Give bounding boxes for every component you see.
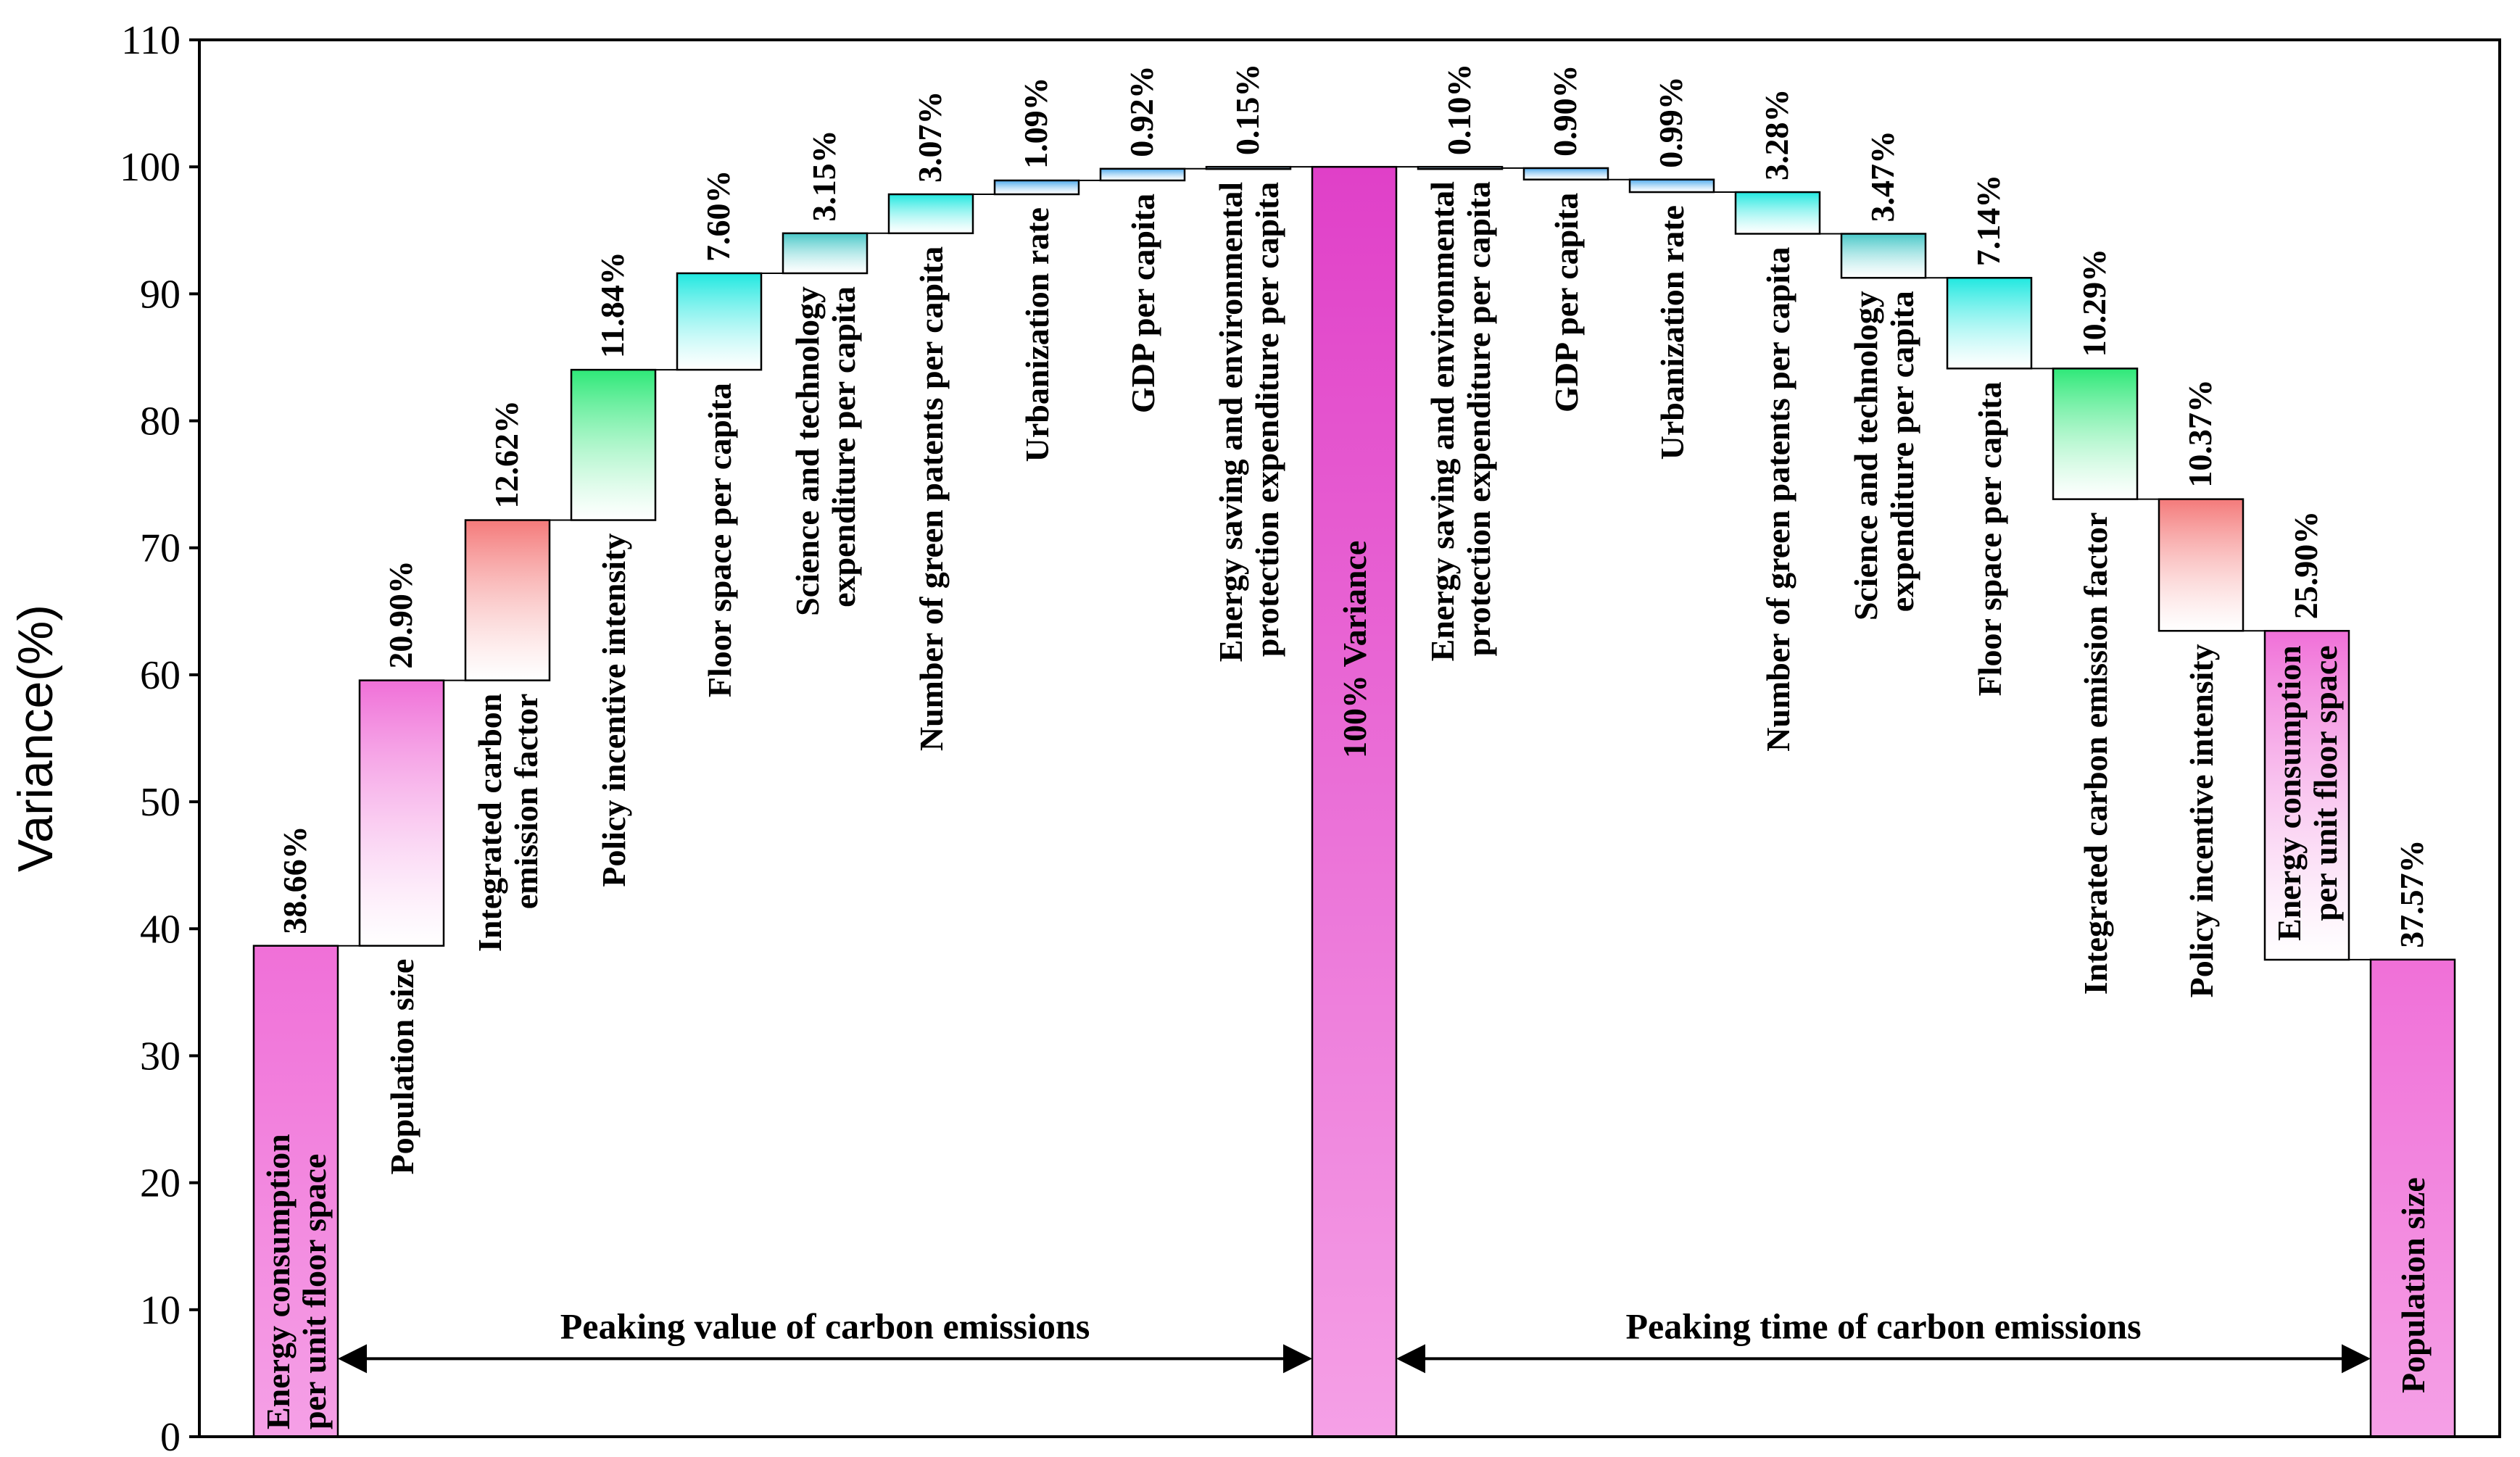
y-tick-label: 10 (140, 1288, 181, 1333)
value-label: 37.57% (2393, 839, 2430, 948)
category-label: 100% Variance (1336, 541, 1373, 758)
value-label: 3.28% (1758, 89, 1795, 181)
y-tick-label: 40 (140, 907, 181, 952)
category-label: Population size (2395, 1177, 2432, 1393)
category-label: Energy saving and environmental (1424, 181, 1461, 661)
y-tick-label: 70 (140, 526, 181, 571)
y-tick-label: 0 (160, 1415, 181, 1457)
bar (1205, 165, 1292, 170)
axes: 0 10 20 30 40 50 60 70 80 90 100 110 (120, 18, 2501, 1457)
value-label: 25.90% (2287, 511, 2324, 620)
value-label: 7.60% (700, 170, 737, 262)
value-label: 0.92% (1123, 65, 1160, 157)
bar (1628, 178, 1715, 194)
y-tick-label: 30 (140, 1034, 181, 1079)
plot-area: 38.66%Energy consumption per unit floor s… (252, 64, 2456, 1438)
value-label: 3.15% (805, 130, 842, 222)
bar (1946, 277, 2033, 370)
bar (1099, 167, 1186, 182)
bar (1417, 165, 1504, 170)
category-label: expenditure per capita (1883, 291, 1920, 612)
bar (1734, 191, 1821, 235)
value-label: 0.99% (1652, 76, 1689, 168)
category-label: Science and technology (789, 286, 826, 616)
category-label: per unit floor space (2307, 645, 2344, 921)
bar (887, 193, 974, 235)
category-label: Floor space per capita (701, 383, 738, 697)
y-tick-label: 50 (140, 780, 181, 825)
category-label: Policy incentive intensity (2183, 644, 2220, 997)
category-label: Number of green patents per capita (913, 246, 950, 751)
bar (676, 272, 763, 371)
value-label: 0.10% (1441, 64, 1477, 156)
bar (1311, 165, 1398, 1438)
category-label: Energy saving and environmental (1212, 182, 1249, 662)
section-label: Peaking time of carbon emissions (1625, 1306, 2141, 1346)
section-label: Peaking value of carbon emissions (560, 1306, 1090, 1346)
value-label: 3.47% (1864, 130, 1901, 223)
category-label: Floor space per capita (1971, 381, 2008, 696)
bar (993, 179, 1080, 196)
bar (570, 368, 657, 521)
category-label: protection expenditure per capita (1460, 181, 1497, 656)
value-label: 38.66% (276, 826, 313, 934)
value-label: 7.14% (1970, 175, 2007, 267)
bar (2052, 368, 2139, 500)
bar (782, 232, 869, 275)
category-label: Integrated carbon emission factor (2077, 512, 2114, 995)
y-axis-label: Variance(%) (8, 605, 63, 872)
value-label: 0.90% (1546, 65, 1583, 157)
bar (252, 945, 339, 1438)
bar (358, 679, 445, 947)
value-label: 3.07% (911, 91, 948, 183)
bar (1522, 167, 1609, 180)
category-label: Population size (384, 959, 420, 1175)
bar (464, 519, 551, 681)
category-label: Policy incentive intensity (595, 534, 632, 887)
category-label: Urbanization rate (1654, 205, 1691, 460)
bar (2369, 958, 2456, 1438)
category-label: GDP per capita (1124, 194, 1161, 413)
category-label: expenditure per capita (825, 286, 862, 607)
category-label: emission factor (507, 694, 544, 910)
category-label: Energy consumption (260, 1134, 297, 1429)
value-label: 0.15% (1229, 64, 1266, 156)
y-tick-label: 60 (140, 653, 181, 698)
value-label: 20.90% (382, 560, 419, 669)
category-label: protection expenditure per capita (1248, 182, 1285, 657)
value-label: 12.62% (488, 400, 525, 509)
category-label: Urbanization rate (1019, 207, 1056, 462)
y-tick-label: 80 (140, 399, 181, 444)
category-label: per unit floor space (296, 1154, 333, 1429)
value-label: 1.09% (1017, 77, 1054, 169)
plot-frame (198, 38, 2501, 1438)
category-label: Science and technology (1847, 291, 1884, 620)
bar (2263, 630, 2350, 961)
category-label: Number of green patents per capita (1760, 247, 1796, 752)
y-tick-label: 110 (121, 18, 181, 63)
category-label: Integrated carbon (471, 694, 508, 952)
category-label: Energy consumption (2271, 645, 2308, 941)
bar (1840, 233, 1927, 279)
value-label: 10.37% (2181, 379, 2218, 488)
y-tick-label: 90 (140, 272, 181, 317)
y-tick-label: 100 (120, 145, 181, 190)
bar (2158, 498, 2245, 632)
value-label: 11.84% (594, 252, 631, 358)
y-tick-label: 20 (140, 1161, 181, 1206)
category-label: GDP per capita (1548, 193, 1585, 412)
value-label: 10.29% (2076, 249, 2113, 357)
